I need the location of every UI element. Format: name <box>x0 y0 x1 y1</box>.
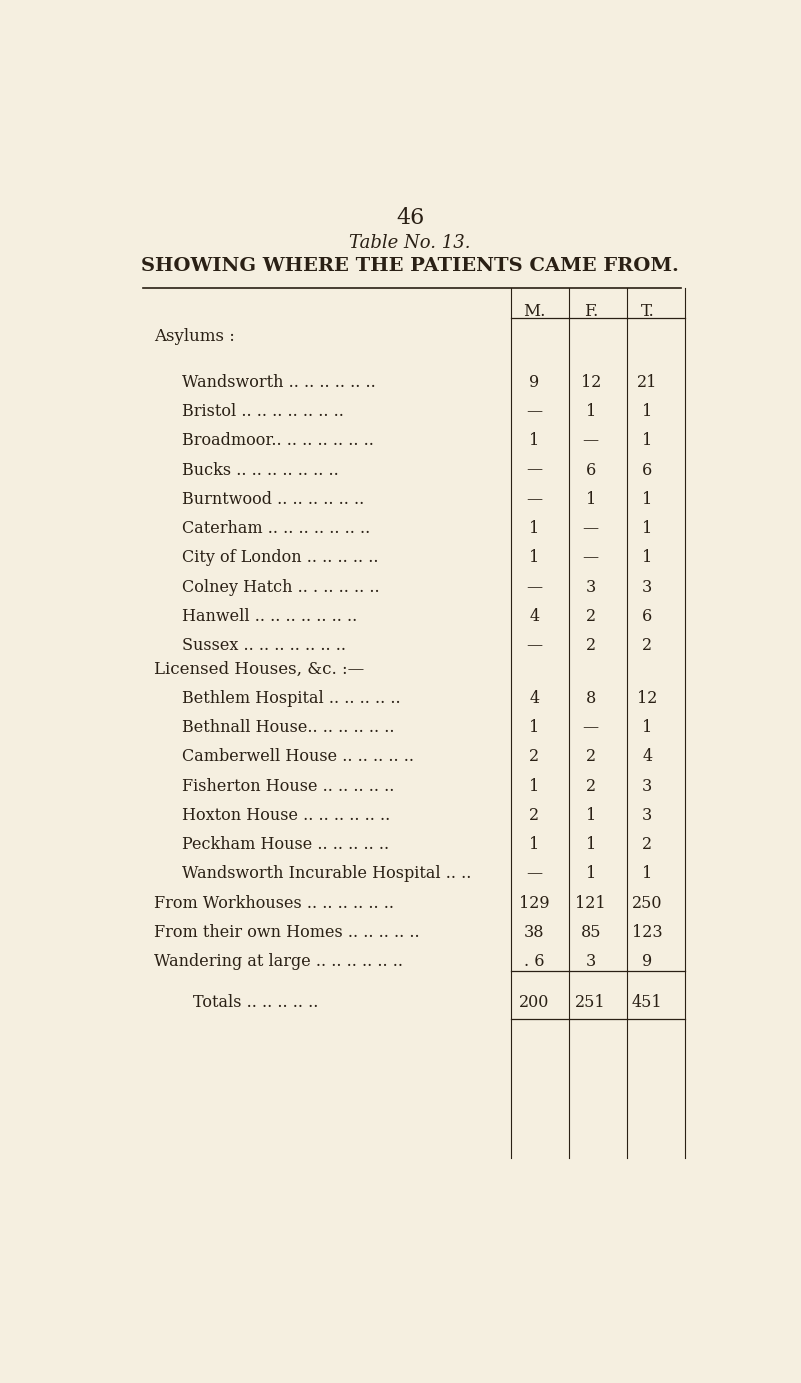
Text: 1: 1 <box>529 719 539 736</box>
Text: 2: 2 <box>642 837 652 853</box>
Text: Licensed Houses, &c. :—: Licensed Houses, &c. :— <box>155 661 364 678</box>
Text: 451: 451 <box>632 994 662 1011</box>
Text: 251: 251 <box>575 994 606 1011</box>
Text: 3: 3 <box>586 578 596 596</box>
Text: 2: 2 <box>586 748 596 765</box>
Text: 1: 1 <box>642 520 652 537</box>
Text: 1: 1 <box>642 433 652 449</box>
Text: 129: 129 <box>519 895 549 911</box>
Text: 2: 2 <box>586 638 596 654</box>
Text: . 6: . 6 <box>524 953 545 969</box>
Text: Caterham .. .. .. .. .. .. ..: Caterham .. .. .. .. .. .. .. <box>182 520 370 537</box>
Text: Broadmoor.. .. .. .. .. .. ..: Broadmoor.. .. .. .. .. .. .. <box>182 433 373 449</box>
Text: 2: 2 <box>642 638 652 654</box>
Text: 6: 6 <box>586 462 596 479</box>
Text: 1: 1 <box>529 837 539 853</box>
Text: —: — <box>526 462 542 479</box>
Text: 1: 1 <box>529 520 539 537</box>
Text: 6: 6 <box>642 609 652 625</box>
Text: 21: 21 <box>637 373 658 391</box>
Text: Fisherton House .. .. .. .. ..: Fisherton House .. .. .. .. .. <box>182 777 394 795</box>
Text: Hanwell .. .. .. .. .. .. ..: Hanwell .. .. .. .. .. .. .. <box>182 609 356 625</box>
Text: 1: 1 <box>529 433 539 449</box>
Text: Wandering at large .. .. .. .. .. ..: Wandering at large .. .. .. .. .. .. <box>155 953 404 969</box>
Text: 123: 123 <box>632 924 662 940</box>
Text: 1: 1 <box>586 866 596 882</box>
Text: —: — <box>582 520 599 537</box>
Text: Bristol .. .. .. .. .. .. ..: Bristol .. .. .. .. .. .. .. <box>182 402 344 420</box>
Text: Wandsworth Incurable Hospital .. ..: Wandsworth Incurable Hospital .. .. <box>182 866 471 882</box>
Text: Burntwood .. .. .. .. .. ..: Burntwood .. .. .. .. .. .. <box>182 491 364 508</box>
Text: From their own Homes .. .. .. .. ..: From their own Homes .. .. .. .. .. <box>155 924 420 940</box>
Text: 1: 1 <box>586 402 596 420</box>
Text: —: — <box>582 433 599 449</box>
Text: 12: 12 <box>637 690 658 707</box>
Text: Totals .. .. .. .. ..: Totals .. .. .. .. .. <box>193 994 319 1011</box>
Text: M.: M. <box>523 303 545 319</box>
Text: 3: 3 <box>642 777 652 795</box>
Text: 3: 3 <box>642 806 652 824</box>
Text: 9: 9 <box>642 953 652 969</box>
Text: Colney Hatch .. . .. .. .. ..: Colney Hatch .. . .. .. .. .. <box>182 578 379 596</box>
Text: T.: T. <box>641 303 654 319</box>
Text: 9: 9 <box>529 373 539 391</box>
Text: 4: 4 <box>529 690 539 707</box>
Text: 1: 1 <box>529 549 539 567</box>
Text: Camberwell House .. .. .. .. ..: Camberwell House .. .. .. .. .. <box>182 748 413 765</box>
Text: 6: 6 <box>642 462 652 479</box>
Text: —: — <box>526 638 542 654</box>
Text: 1: 1 <box>642 491 652 508</box>
Text: Bucks .. .. .. .. .. .. ..: Bucks .. .. .. .. .. .. .. <box>182 462 338 479</box>
Text: 1: 1 <box>642 866 652 882</box>
Text: 2: 2 <box>586 609 596 625</box>
Text: 1: 1 <box>642 402 652 420</box>
Text: 1: 1 <box>642 719 652 736</box>
Text: F.: F. <box>584 303 598 319</box>
Text: Bethlem Hospital .. .. .. .. ..: Bethlem Hospital .. .. .. .. .. <box>182 690 400 707</box>
Text: —: — <box>526 578 542 596</box>
Text: —: — <box>582 719 599 736</box>
Text: 85: 85 <box>581 924 601 940</box>
Text: Wandsworth .. .. .. .. .. ..: Wandsworth .. .. .. .. .. .. <box>182 373 375 391</box>
Text: 2: 2 <box>529 748 539 765</box>
Text: 2: 2 <box>529 806 539 824</box>
Text: —: — <box>526 491 542 508</box>
Text: 4: 4 <box>642 748 652 765</box>
Text: Sussex .. .. .. .. .. .. ..: Sussex .. .. .. .. .. .. .. <box>182 638 345 654</box>
Text: —: — <box>526 402 542 420</box>
Text: 1: 1 <box>529 777 539 795</box>
Text: Bethnall House.. .. .. .. .. ..: Bethnall House.. .. .. .. .. .. <box>182 719 394 736</box>
Text: 1: 1 <box>586 837 596 853</box>
Text: 250: 250 <box>632 895 662 911</box>
Text: 1: 1 <box>642 549 652 567</box>
Text: 12: 12 <box>581 373 601 391</box>
Text: —: — <box>582 549 599 567</box>
Text: 200: 200 <box>519 994 549 1011</box>
Text: Peckham House .. .. .. .. ..: Peckham House .. .. .. .. .. <box>182 837 388 853</box>
Text: 121: 121 <box>575 895 606 911</box>
Text: 3: 3 <box>586 953 596 969</box>
Text: 1: 1 <box>586 806 596 824</box>
Text: 1: 1 <box>586 491 596 508</box>
Text: From Workhouses .. .. .. .. .. ..: From Workhouses .. .. .. .. .. .. <box>155 895 394 911</box>
Text: City of London .. .. .. .. ..: City of London .. .. .. .. .. <box>182 549 378 567</box>
Text: 4: 4 <box>529 609 539 625</box>
Text: 46: 46 <box>396 207 425 228</box>
Text: SHOWING WHERE THE PATIENTS CAME FROM.: SHOWING WHERE THE PATIENTS CAME FROM. <box>141 257 679 275</box>
Text: Asylums :: Asylums : <box>155 328 235 346</box>
Text: Table No. 13.: Table No. 13. <box>349 234 471 252</box>
Text: Hoxton House .. .. .. .. .. ..: Hoxton House .. .. .. .. .. .. <box>182 806 390 824</box>
Text: 2: 2 <box>586 777 596 795</box>
Text: 3: 3 <box>642 578 652 596</box>
Text: —: — <box>526 866 542 882</box>
Text: 8: 8 <box>586 690 596 707</box>
Text: 38: 38 <box>524 924 545 940</box>
